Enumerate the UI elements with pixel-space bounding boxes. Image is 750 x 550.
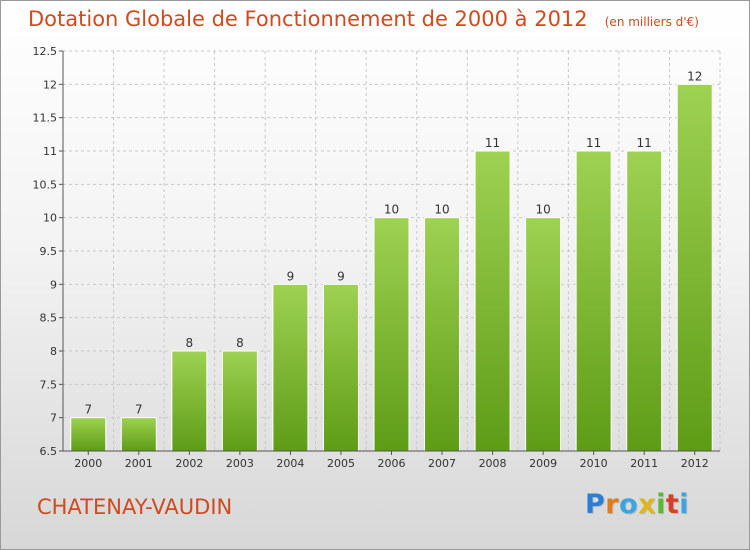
- x-tick-label: 2004: [276, 457, 304, 470]
- bar: [70, 417, 107, 452]
- data-label: 11: [485, 136, 500, 150]
- x-tick-label: 2009: [529, 457, 557, 470]
- bar: [221, 350, 258, 452]
- y-tick-label: 7: [50, 412, 57, 425]
- logo-letter: x: [638, 489, 657, 520]
- y-tick-label: 8.5: [40, 312, 58, 325]
- logo-letter: i: [679, 489, 690, 520]
- y-tick-label: 6.5: [40, 445, 58, 458]
- y-tick-label: 11.5: [33, 112, 58, 125]
- x-tick-label: 2000: [74, 457, 102, 470]
- bar: [272, 283, 309, 452]
- labels: 6.5 7 7.5 8 8.5 9 9.5 10 10.5 11 11.5 12 12.5 7 2000 7 2…: [33, 45, 709, 470]
- logo-letter: t: [665, 489, 680, 520]
- y-tick-label: 12: [43, 78, 57, 91]
- x-tick-label: 2001: [125, 457, 153, 470]
- data-label: 9: [287, 269, 295, 283]
- logo-letter: r: [605, 489, 620, 520]
- bar: [171, 350, 208, 452]
- data-label: 12: [687, 69, 702, 83]
- logo-letter: P: [585, 489, 606, 520]
- bar: [626, 150, 663, 452]
- data-label: 8: [186, 336, 194, 350]
- y-tick-label: 10: [43, 212, 57, 225]
- y-tick-label: 9: [50, 278, 57, 291]
- x-tick-label: 2006: [378, 457, 406, 470]
- chart-title: Dotation Globale de Fonctionnement de 20…: [28, 7, 588, 31]
- x-tick-label: 2002: [175, 457, 203, 470]
- data-label: 10: [384, 203, 399, 217]
- bar: [575, 150, 612, 452]
- data-label: 11: [586, 136, 601, 150]
- place-name: CHATENAY-VAUDIN: [37, 495, 233, 519]
- bar: [120, 417, 157, 452]
- data-label: 10: [434, 203, 449, 217]
- logo-letter: i: [656, 489, 666, 520]
- data-label: 7: [135, 403, 143, 417]
- proxiti-logo[interactable]: Proxiti: [585, 489, 689, 520]
- x-tick-label: 2010: [580, 457, 608, 470]
- logo-letter: o: [619, 489, 639, 520]
- x-tick-label: 2012: [681, 457, 709, 470]
- y-tick-label: 12.5: [33, 45, 58, 58]
- bar: [322, 283, 359, 452]
- bar: [373, 217, 410, 452]
- chart-unit: (en milliers d'€): [604, 15, 699, 29]
- data-label: 11: [637, 136, 652, 150]
- bar: [474, 150, 511, 452]
- data-label: 9: [337, 269, 345, 283]
- data-label: 10: [535, 203, 550, 217]
- y-tick-label: 10.5: [33, 178, 58, 191]
- x-tick-label: 2011: [630, 457, 658, 470]
- data-label: 8: [236, 336, 244, 350]
- bar: [424, 217, 461, 452]
- bar: [525, 217, 562, 452]
- bars: [70, 83, 713, 452]
- x-tick-label: 2007: [428, 457, 456, 470]
- y-tick-label: 11: [43, 145, 57, 158]
- bar: [676, 83, 713, 452]
- y-tick-label: 9.5: [40, 245, 58, 258]
- title-row: Dotation Globale de Fonctionnement de 20…: [28, 7, 699, 31]
- x-tick-label: 2008: [479, 457, 507, 470]
- y-tick-label: 7.5: [40, 378, 58, 391]
- data-label: 7: [84, 403, 92, 417]
- y-tick-label: 8: [50, 345, 57, 358]
- x-tick-label: 2005: [327, 457, 355, 470]
- x-tick-label: 2003: [226, 457, 254, 470]
- axes: [59, 50, 720, 455]
